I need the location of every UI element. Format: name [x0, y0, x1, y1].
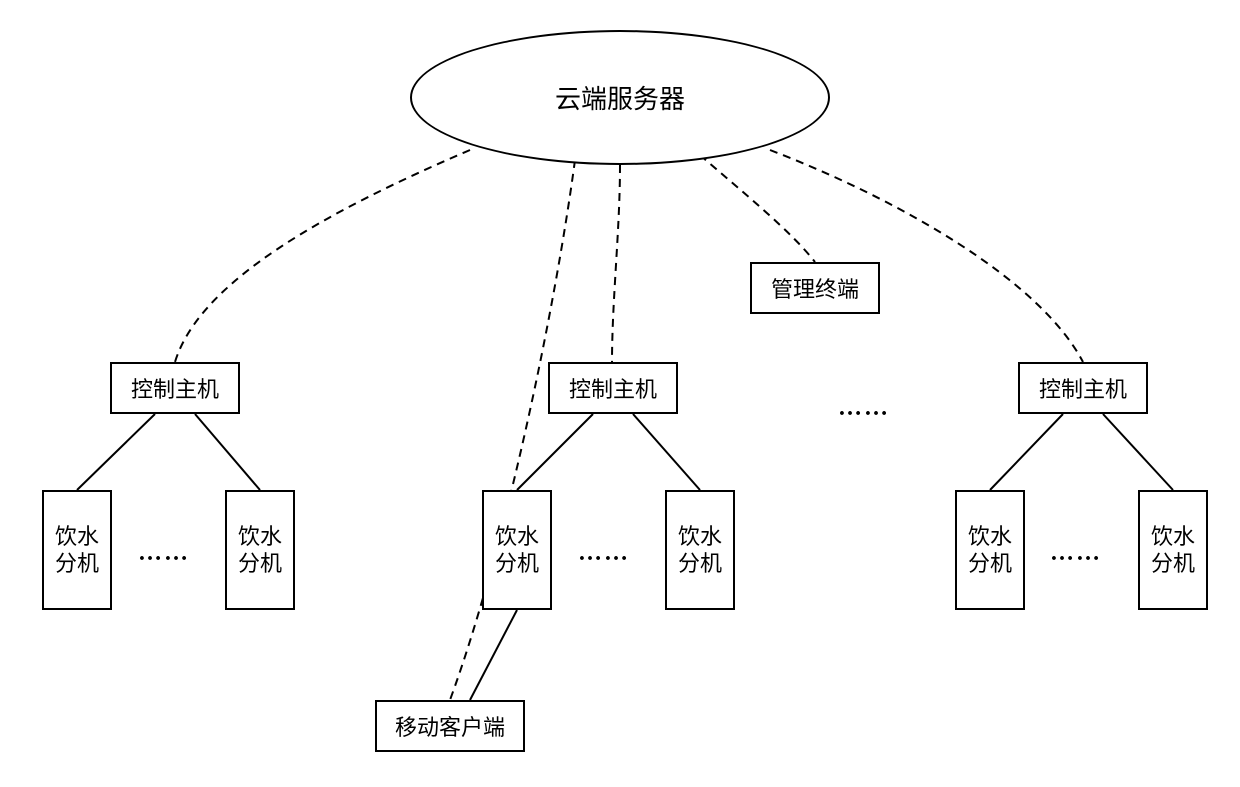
water-dispenser-label-3-1: 饮水分机 [968, 523, 1012, 578]
control-host-node-2: 控制主机 [548, 362, 678, 414]
water-dispenser-label-3-2: 饮水分机 [1151, 523, 1195, 578]
control-host-label-3: 控制主机 [1039, 372, 1127, 404]
ellipsis-mark-1: …… [138, 540, 190, 567]
control-host-label-2: 控制主机 [569, 372, 657, 404]
ellipsis-mark-4: …… [838, 395, 890, 422]
cloud-server-node: 云端服务器 [410, 30, 830, 165]
mobile-client-label: 移动客户端 [395, 710, 505, 742]
mobile-client-node: 移动客户端 [375, 700, 525, 752]
cloud-server-label: 云端服务器 [555, 79, 685, 116]
water-dispenser-label-2-1: 饮水分机 [495, 523, 539, 578]
water-dispenser-node-3-1: 饮水分机 [955, 490, 1025, 610]
water-dispenser-node-2-1: 饮水分机 [482, 490, 552, 610]
water-dispenser-label-2-2: 饮水分机 [678, 523, 722, 578]
ellipsis-mark-2: …… [578, 540, 630, 567]
ellipsis-mark-3: …… [1050, 540, 1102, 567]
diagram-container: 云端服务器 管理终端 控制主机 控制主机 控制主机 饮水分机 饮水分机 饮水分机… [0, 0, 1240, 787]
water-dispenser-node-1-2: 饮水分机 [225, 490, 295, 610]
water-dispenser-node-3-2: 饮水分机 [1138, 490, 1208, 610]
management-terminal-node: 管理终端 [750, 262, 880, 314]
control-host-node-1: 控制主机 [110, 362, 240, 414]
water-dispenser-label-1-2: 饮水分机 [238, 523, 282, 578]
control-host-node-3: 控制主机 [1018, 362, 1148, 414]
management-terminal-label: 管理终端 [771, 272, 859, 304]
water-dispenser-node-1-1: 饮水分机 [42, 490, 112, 610]
control-host-label-1: 控制主机 [131, 372, 219, 404]
water-dispenser-label-1-1: 饮水分机 [55, 523, 99, 578]
water-dispenser-node-2-2: 饮水分机 [665, 490, 735, 610]
